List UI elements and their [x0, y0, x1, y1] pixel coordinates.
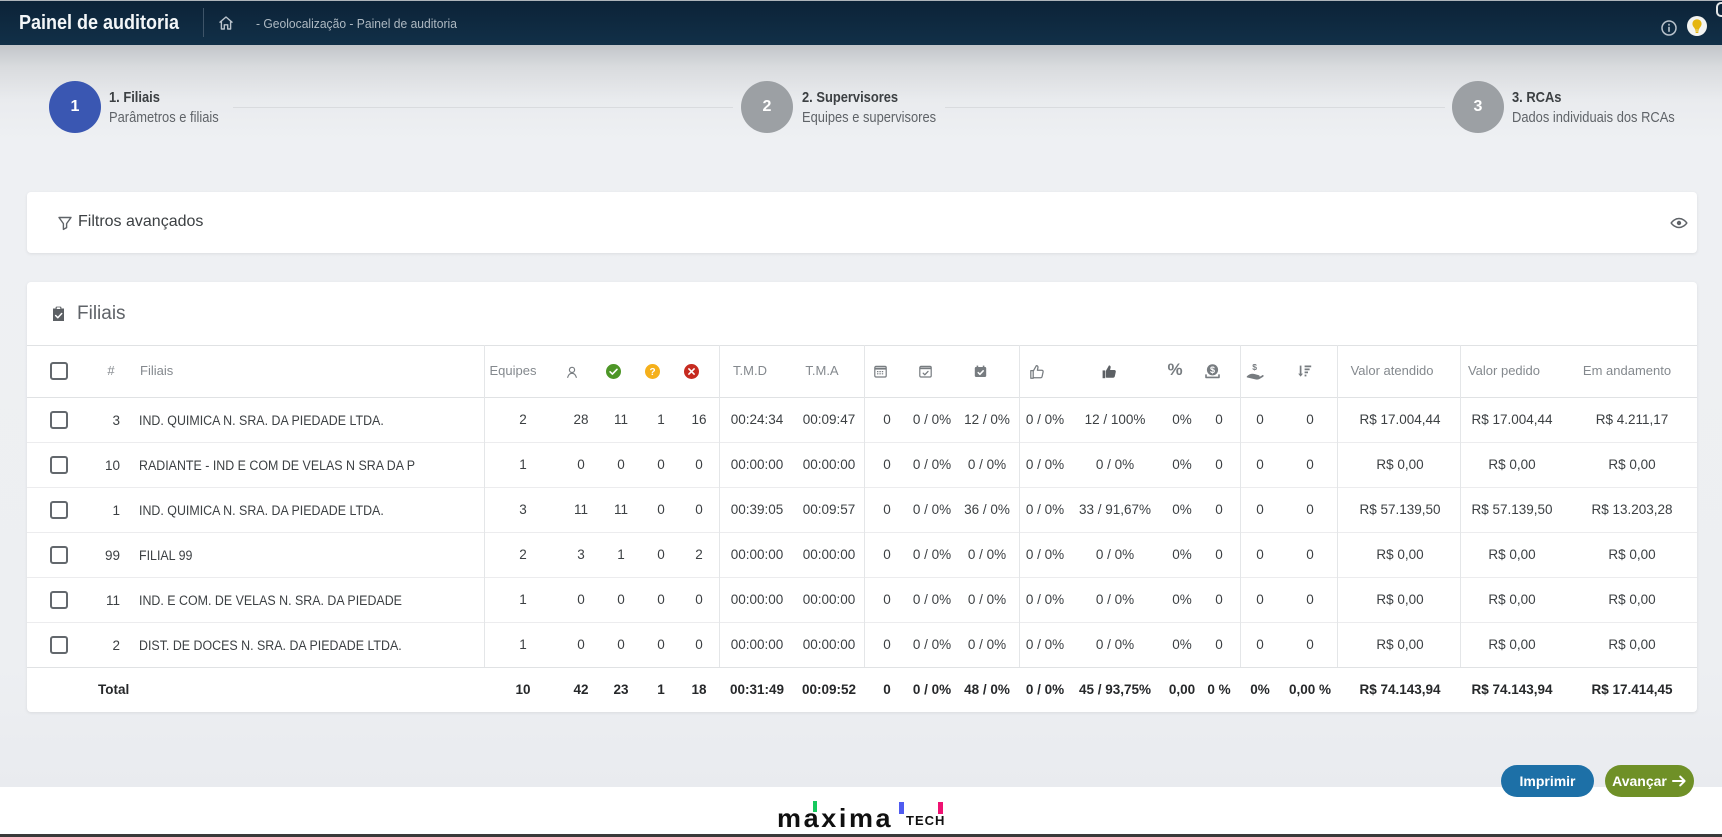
svg-text:?: ? [649, 367, 655, 378]
svg-text:$: $ [1210, 365, 1215, 375]
svg-text:$: $ [1252, 363, 1257, 372]
